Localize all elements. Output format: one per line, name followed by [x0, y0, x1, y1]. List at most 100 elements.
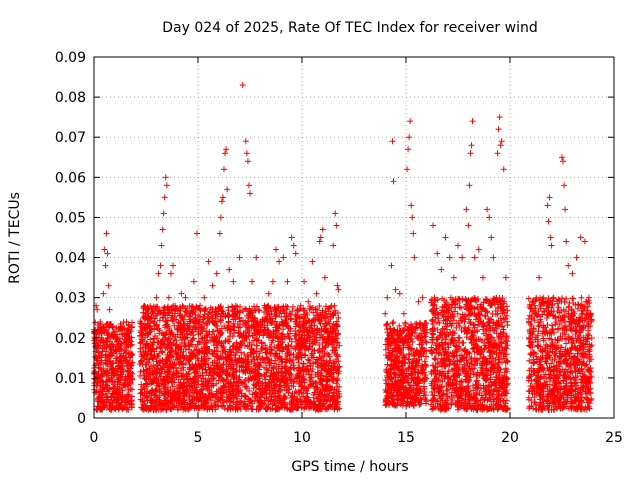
- data-point: [159, 348, 166, 355]
- data-point: [241, 351, 248, 358]
- data-point: [125, 393, 132, 400]
- data-point: [125, 329, 132, 336]
- data-point: [109, 323, 116, 330]
- data-point: [307, 381, 314, 388]
- data-point: [122, 398, 129, 405]
- data-point: [103, 329, 110, 336]
- data-point: [99, 371, 106, 378]
- data-point: [105, 386, 112, 393]
- data-point: [123, 347, 130, 354]
- data-point: [103, 337, 110, 344]
- data-point: [235, 324, 242, 331]
- data-point: [94, 396, 101, 403]
- data-point: [96, 330, 103, 337]
- grid-lines: [94, 57, 614, 418]
- data-point: [107, 406, 114, 413]
- data-point: [116, 363, 123, 370]
- data-point: [122, 383, 129, 390]
- data-point: [125, 321, 132, 328]
- data-point: [114, 338, 121, 345]
- data-point: [402, 319, 409, 326]
- data-point: [389, 320, 396, 327]
- data-point: [256, 350, 263, 357]
- data-point: [123, 318, 130, 325]
- data-point: [107, 358, 114, 365]
- data-point: [232, 302, 239, 309]
- data-point: [100, 403, 107, 410]
- data-point: [113, 324, 120, 331]
- data-point: [114, 399, 121, 406]
- data-point: [107, 343, 114, 350]
- data-point: [117, 371, 124, 378]
- data-point: [220, 399, 227, 406]
- data-point: [101, 399, 108, 406]
- data-point: [118, 340, 125, 347]
- data-point: [309, 366, 316, 373]
- data-point: [390, 319, 397, 326]
- data-point: [103, 360, 110, 367]
- data-point: [117, 320, 124, 327]
- data-point: [405, 351, 412, 358]
- data-point: [129, 319, 136, 326]
- data-point: [107, 363, 114, 370]
- data-point: [115, 344, 122, 351]
- data-point: [126, 350, 133, 357]
- data-point: [195, 338, 202, 345]
- data-point: [92, 389, 99, 396]
- data-point: [115, 406, 122, 413]
- data-point: [167, 348, 174, 355]
- data-point: [95, 388, 102, 395]
- data-point: [128, 324, 135, 331]
- data-point: [113, 348, 120, 355]
- data-point: [102, 357, 109, 364]
- data-point: [128, 398, 135, 405]
- data-point: [104, 334, 111, 341]
- data-point: [169, 383, 176, 390]
- data-point: [238, 349, 245, 356]
- data-point: [197, 387, 204, 394]
- data-point: [123, 337, 130, 344]
- data-point: [127, 381, 134, 388]
- data-point: [99, 327, 106, 334]
- data-point: [502, 365, 509, 372]
- data-point: [225, 304, 232, 311]
- data-point: [118, 371, 125, 378]
- data-point: [97, 382, 104, 389]
- data-point: [97, 320, 104, 327]
- data-point: [126, 333, 133, 340]
- data-point: [103, 368, 110, 375]
- data-point: [207, 304, 214, 311]
- data-point: [448, 393, 455, 400]
- data-point: [109, 403, 116, 410]
- data-point: [108, 374, 115, 381]
- data-point: [263, 349, 270, 356]
- data-point: [460, 339, 467, 346]
- data-point: [113, 331, 120, 338]
- data-point: [128, 397, 135, 404]
- data-point: [104, 394, 111, 401]
- data-point: [92, 319, 99, 326]
- data-point: [99, 336, 106, 343]
- data-point: [504, 322, 511, 329]
- data-point: [121, 382, 128, 389]
- data-point: [276, 382, 283, 389]
- data-point: [116, 402, 123, 409]
- data-point: [102, 351, 109, 358]
- data-point: [94, 357, 101, 364]
- data-point: [96, 352, 103, 359]
- data-points: [91, 82, 595, 413]
- data-point: [112, 347, 119, 354]
- data-point: [124, 367, 131, 374]
- data-point: [110, 370, 117, 377]
- data-point: [123, 405, 130, 412]
- data-point: [181, 335, 188, 342]
- data-point: [485, 319, 492, 326]
- data-point: [331, 302, 338, 309]
- data-point: [112, 355, 119, 362]
- data-point: [104, 377, 111, 384]
- data-point: [103, 404, 110, 411]
- data-point: [115, 394, 122, 401]
- data-point: [128, 375, 135, 382]
- data-point: [128, 338, 135, 345]
